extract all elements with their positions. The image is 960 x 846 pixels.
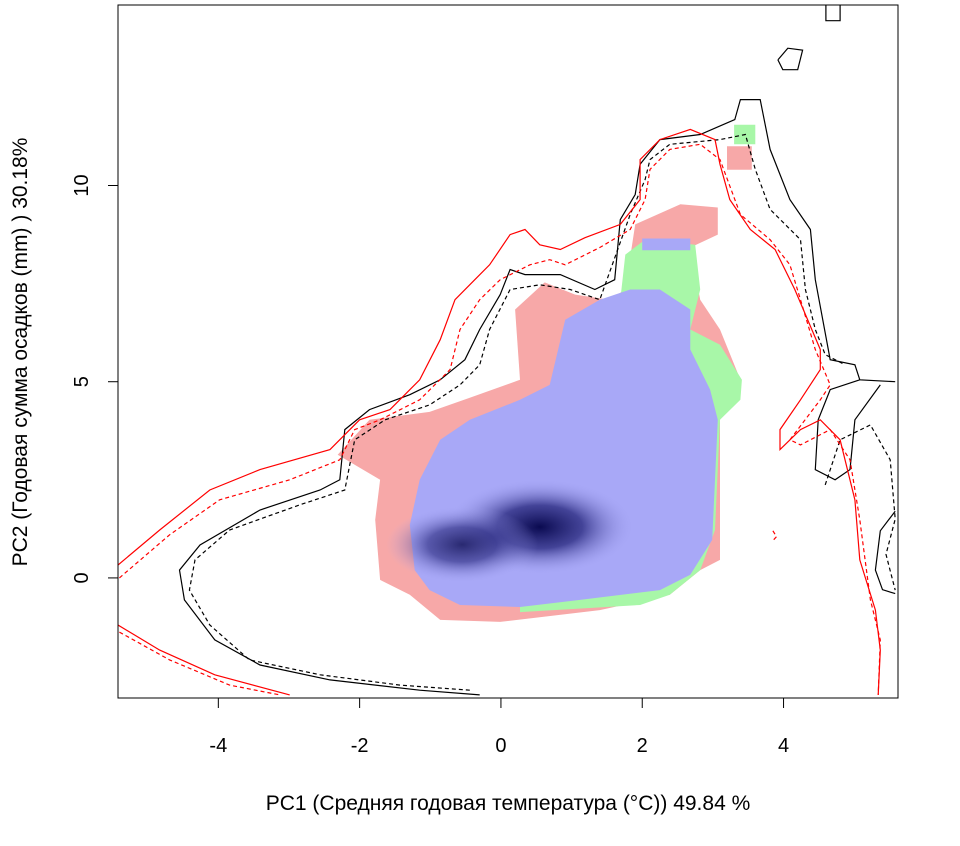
density-peaks [386, 478, 635, 583]
contour-native-100 [178, 98, 896, 696]
density-peak-1 [386, 506, 539, 583]
x-axis-label: PC1 (Средняя годовая температура (°C)) 4… [266, 792, 751, 815]
region-stability-strip [642, 238, 691, 251]
x-axis: -4 -2 0 2 4 [209, 697, 789, 757]
contour-native-100-right [874, 510, 896, 595]
contour-native-envelope-right [824, 424, 896, 591]
contour-invaded-100 [118, 128, 881, 695]
y-axis: 0 5 10 [71, 174, 119, 583]
contour-native-100-top [825, 5, 841, 22]
y-tick-label: 0 [71, 572, 93, 583]
y-axis-label: PC2 (Годовая сумма осадков (mm) ) 30.18% [9, 138, 32, 567]
contour-invaded-speck [772, 530, 778, 542]
contour-invaded-100-lower [118, 624, 290, 696]
x-tick-label: 0 [495, 735, 506, 757]
contour-invaded-envelope [119, 143, 881, 695]
contour-lines [118, 5, 896, 696]
y-tick-label: 10 [71, 174, 93, 196]
x-tick-label: 4 [778, 735, 789, 757]
x-tick-label: 2 [637, 735, 648, 757]
region-unfilling-top [727, 146, 752, 170]
contour-invaded-envelope-lower [119, 631, 280, 696]
contour-native-100-island [777, 47, 804, 71]
y-tick-label: 5 [71, 376, 93, 387]
contour-native-100-loop [814, 379, 881, 481]
x-tick-label: -2 [351, 735, 369, 757]
x-tick-label: -4 [209, 735, 227, 757]
